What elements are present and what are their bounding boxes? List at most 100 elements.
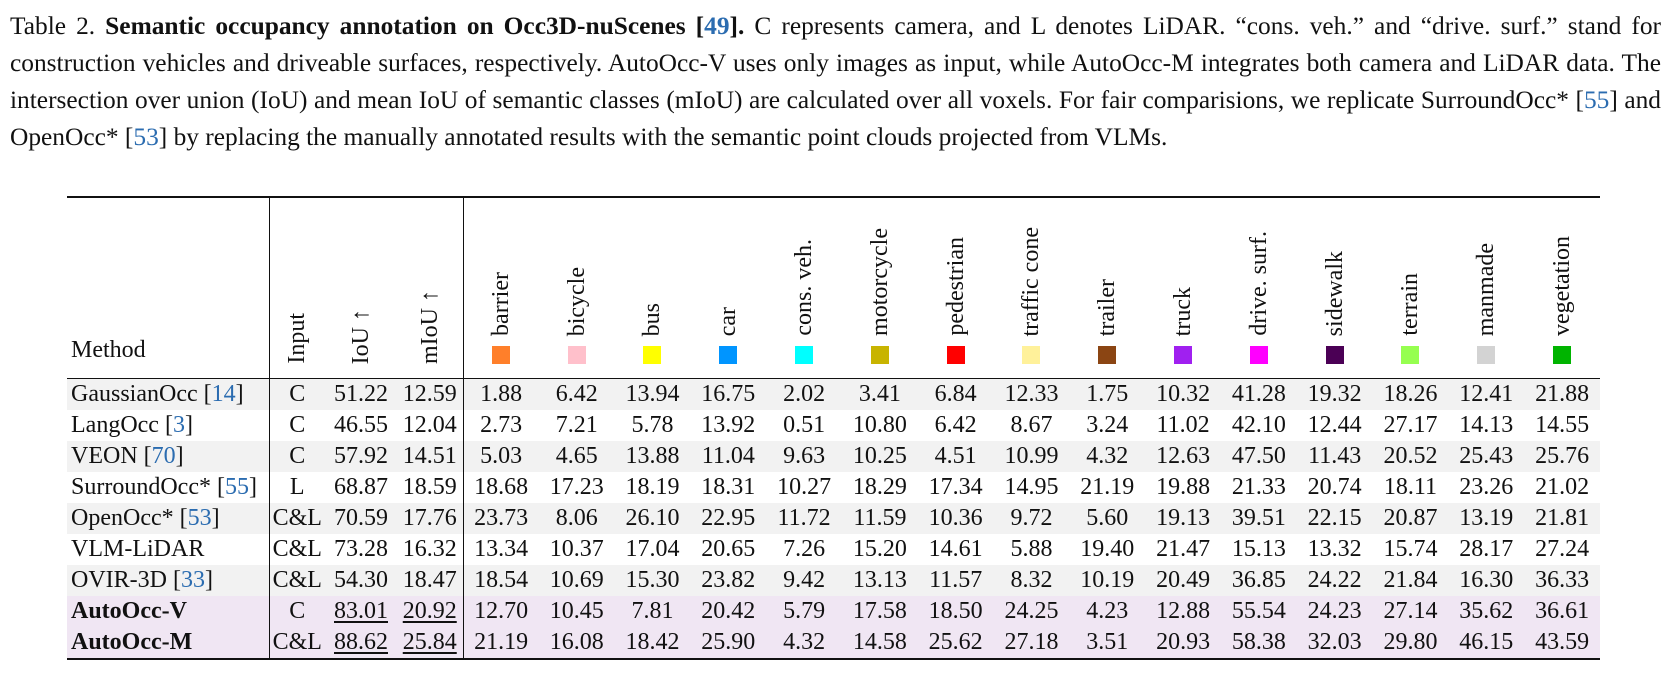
class-header: motorcycle bbox=[842, 197, 918, 379]
input-cell: C bbox=[268, 410, 325, 441]
class-value-cell: 13.32 bbox=[1307, 536, 1362, 562]
class-value-cell: 18.26 bbox=[1372, 379, 1449, 410]
class-value-cell: 9.42 bbox=[766, 565, 842, 596]
class-value-cell: 21.47 bbox=[1156, 536, 1211, 562]
class-value-cell: 10.99 bbox=[993, 441, 1070, 472]
class-value-cell: 27.14 bbox=[1372, 596, 1449, 627]
class-value-cell: 11.72 bbox=[766, 503, 842, 534]
class-name: pedestrian bbox=[942, 237, 969, 336]
table-row: SurroundOcc* [55] L 68.87 18.59 18.68 17.23 18… bbox=[67, 472, 1600, 503]
class-value-cell: 21.19 bbox=[463, 627, 539, 659]
class-value-cell: 27.24 bbox=[1535, 536, 1590, 562]
class-value-cell: 10.37 bbox=[549, 536, 604, 562]
class-value-cell: 22.95 bbox=[690, 503, 767, 534]
class-value-cell: 13.13 bbox=[841, 565, 918, 596]
citation-link[interactable]: 70 bbox=[151, 443, 176, 469]
class-value-cell: 19.40 bbox=[1080, 536, 1135, 562]
class-value-cell: 0.51 bbox=[783, 412, 826, 438]
class-value-cell: 21.84 bbox=[1372, 565, 1449, 596]
class-value-cell: 14.58 bbox=[841, 627, 918, 659]
input-cell: L bbox=[268, 472, 325, 503]
class-color-swatch bbox=[643, 346, 662, 364]
citation-link[interactable]: 53 bbox=[133, 123, 159, 151]
class-header: traffic cone bbox=[994, 197, 1070, 379]
class-header: drive. surf. bbox=[1221, 197, 1297, 379]
class-value-cell: 7.81 bbox=[614, 596, 691, 627]
input-cell: C bbox=[268, 596, 325, 627]
miou-header: mIoU ↑ bbox=[397, 197, 464, 379]
class-value-cell: 19.13 bbox=[1145, 503, 1221, 534]
class-color-swatch bbox=[1553, 346, 1572, 364]
iou-header: IoU ↑ bbox=[348, 308, 374, 364]
class-value-cell: 21.81 bbox=[1524, 503, 1600, 534]
bottom-rule bbox=[67, 658, 1600, 661]
class-value-cell: 36.33 bbox=[1524, 565, 1600, 596]
class-value-cell: 25.76 bbox=[1524, 441, 1600, 472]
class-value-cell: 4.32 bbox=[766, 627, 842, 659]
class-value-cell: 18.31 bbox=[701, 474, 756, 500]
class-value-cell: 39.51 bbox=[1220, 503, 1297, 534]
class-value-cell: 11.04 bbox=[690, 441, 767, 472]
class-name: car bbox=[715, 306, 742, 336]
class-value-cell: 21.33 bbox=[1231, 474, 1286, 500]
class-value-cell: 17.04 bbox=[625, 536, 680, 562]
class-value-cell: 12.33 bbox=[993, 379, 1070, 410]
method-cell: VEON [70] bbox=[67, 441, 269, 472]
class-value-cell: 13.92 bbox=[701, 412, 756, 438]
class-value-cell: 1.75 bbox=[1069, 379, 1146, 410]
class-color-swatch bbox=[492, 346, 511, 364]
class-header: bus bbox=[615, 197, 691, 379]
class-value-cell: 21.88 bbox=[1524, 379, 1600, 410]
class-value-cell: 8.32 bbox=[993, 565, 1070, 596]
citation-link[interactable]: 14 bbox=[211, 381, 236, 407]
class-value-cell: 27.18 bbox=[993, 627, 1070, 659]
class-header: truck bbox=[1145, 197, 1221, 379]
iou-cell: 83.01 bbox=[325, 596, 397, 627]
citation-link[interactable]: 3 bbox=[172, 412, 185, 438]
class-value-cell: 9.63 bbox=[766, 441, 842, 472]
class-value-cell: 16.30 bbox=[1448, 565, 1525, 596]
class-value-cell: 35.62 bbox=[1448, 596, 1525, 627]
class-header: pedestrian bbox=[918, 197, 994, 379]
class-value-cell: 36.61 bbox=[1524, 596, 1600, 627]
miou-cell: 17.76 bbox=[397, 503, 464, 534]
class-value-cell: 4.23 bbox=[1069, 596, 1146, 627]
class-value-cell: 10.45 bbox=[538, 596, 615, 627]
class-value-cell: 20.93 bbox=[1145, 627, 1221, 659]
class-value-cell: 25.90 bbox=[690, 627, 767, 659]
class-value-cell: 7.21 bbox=[555, 412, 598, 438]
citation-link[interactable]: 33 bbox=[180, 567, 205, 593]
class-value-cell: 18.29 bbox=[852, 474, 907, 500]
class-value-cell: 13.88 bbox=[614, 441, 691, 472]
class-color-swatch bbox=[719, 346, 738, 364]
class-color-swatch bbox=[946, 346, 965, 364]
class-header: manmade bbox=[1448, 197, 1524, 379]
citation-link[interactable]: 55 bbox=[1583, 86, 1610, 114]
table-row: VLM-LiDAR C&L 73.28 16.32 13.34 10.37 17.04 20.… bbox=[67, 534, 1600, 565]
citation-link[interactable]: 53 bbox=[187, 505, 212, 531]
iou-cell: 73.28 bbox=[334, 536, 388, 562]
citation-link[interactable]: 55 bbox=[224, 474, 249, 500]
class-value-cell: 12.70 bbox=[463, 596, 539, 627]
table-row: AutoOcc-V C 83.01 20.92 12.70 10.45 7.81 20.42 5… bbox=[67, 596, 1600, 627]
method-cell: OpenOcc* [53] bbox=[67, 503, 269, 534]
class-value-cell: 47.50 bbox=[1220, 441, 1297, 472]
class-color-swatch bbox=[567, 346, 586, 364]
class-value-cell: 3.41 bbox=[841, 379, 918, 410]
class-value-cell: 1.88 bbox=[463, 379, 539, 410]
miou-cell: 12.59 bbox=[397, 379, 464, 410]
class-value-cell: 29.80 bbox=[1372, 627, 1449, 659]
class-color-swatch bbox=[795, 346, 814, 364]
class-value-cell: 20.52 bbox=[1372, 441, 1449, 472]
class-header: bicycle bbox=[539, 197, 615, 379]
input-cell: C&L bbox=[268, 627, 325, 659]
citation-link[interactable]: 49 bbox=[704, 12, 730, 40]
class-value-cell: 5.03 bbox=[463, 441, 539, 472]
class-value-cell: 15.13 bbox=[1231, 536, 1286, 562]
class-name: terrain bbox=[1397, 273, 1424, 336]
class-value-cell: 18.11 bbox=[1383, 474, 1438, 500]
class-value-cell: 16.08 bbox=[538, 627, 615, 659]
class-name: motorcycle bbox=[866, 228, 893, 336]
input-cell: C bbox=[268, 379, 325, 410]
class-value-cell: 5.79 bbox=[766, 596, 842, 627]
